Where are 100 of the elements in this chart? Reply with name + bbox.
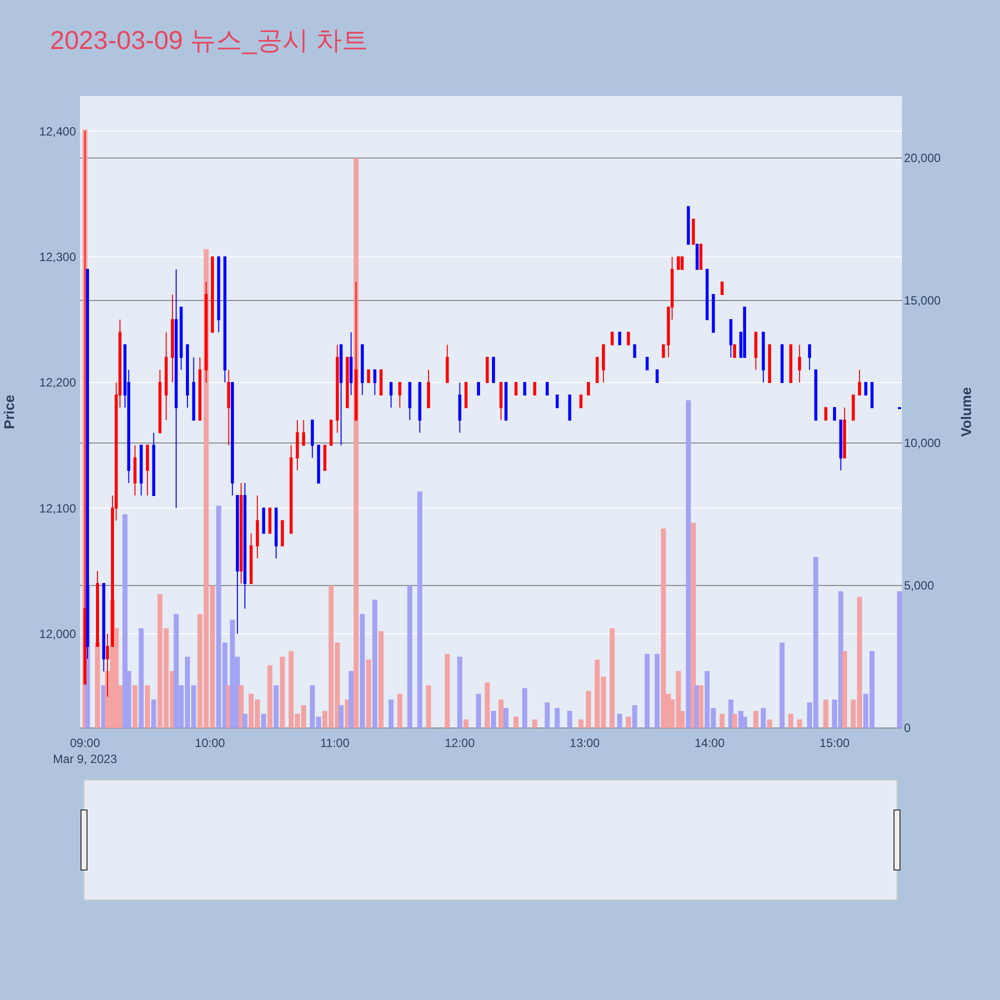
x-tick-label: 12:00 bbox=[444, 736, 476, 750]
candlestick bbox=[250, 532, 253, 584]
candlestick bbox=[499, 382, 502, 421]
bar bbox=[280, 656, 285, 728]
candlestick bbox=[586, 382, 590, 396]
bar bbox=[586, 690, 591, 728]
candlestick bbox=[602, 344, 605, 383]
candlestick bbox=[102, 583, 106, 672]
text: Mar 9, 2023 bbox=[52, 752, 118, 766]
bar bbox=[238, 685, 244, 728]
candlestick bbox=[780, 344, 784, 383]
candlestick bbox=[354, 281, 358, 421]
bar bbox=[388, 700, 394, 728]
bar bbox=[686, 400, 691, 728]
candlestick bbox=[336, 344, 339, 434]
candlestick bbox=[692, 218, 695, 245]
bar bbox=[732, 714, 738, 728]
candlestick bbox=[789, 344, 792, 383]
bar bbox=[464, 719, 469, 728]
candlestick bbox=[227, 369, 230, 446]
candlestick bbox=[418, 382, 422, 434]
bar bbox=[522, 688, 528, 728]
candlestick bbox=[858, 369, 862, 396]
candlestick bbox=[626, 332, 630, 346]
candlestick bbox=[458, 382, 462, 434]
bar bbox=[897, 591, 902, 728]
candlestick bbox=[230, 382, 234, 496]
bar bbox=[797, 719, 802, 728]
candlestick bbox=[390, 382, 393, 408]
candlestick bbox=[170, 294, 174, 383]
bar bbox=[94, 642, 100, 728]
bar bbox=[532, 719, 538, 728]
bar bbox=[242, 714, 248, 728]
candlestick bbox=[243, 482, 246, 610]
candlestick bbox=[346, 356, 349, 408]
candlestick bbox=[302, 420, 306, 446]
bar bbox=[476, 694, 482, 728]
bar bbox=[788, 714, 794, 728]
candlestick bbox=[164, 332, 168, 421]
candlestick bbox=[262, 508, 266, 534]
candlestick bbox=[864, 382, 868, 396]
candlestick bbox=[768, 344, 772, 383]
candlestick bbox=[514, 382, 518, 396]
y2-tick-label: 20,000 bbox=[904, 151, 942, 166]
candlestick bbox=[427, 369, 430, 408]
y-tick-label: 12,000 bbox=[39, 626, 76, 641]
bar bbox=[690, 522, 696, 728]
bar bbox=[122, 514, 128, 728]
candlestick bbox=[618, 332, 622, 346]
y2-tick-label: 10,000 bbox=[904, 436, 942, 450]
candlestick bbox=[180, 306, 183, 370]
candlestick bbox=[646, 356, 649, 370]
bar bbox=[132, 685, 138, 728]
candlestick bbox=[373, 369, 376, 396]
candlestick bbox=[323, 444, 326, 471]
candlestick bbox=[579, 394, 582, 408]
bar bbox=[138, 628, 144, 728]
bar bbox=[491, 710, 496, 728]
bar bbox=[407, 585, 412, 728]
bar bbox=[261, 714, 266, 728]
bar bbox=[760, 708, 766, 728]
bar bbox=[144, 685, 150, 728]
bar bbox=[503, 708, 508, 728]
candlestick bbox=[174, 268, 178, 509]
candlestick bbox=[696, 244, 699, 270]
bar bbox=[378, 631, 384, 728]
bar bbox=[617, 714, 622, 728]
y2-tick-label: 15,000 bbox=[904, 294, 942, 308]
candlestick bbox=[568, 394, 572, 421]
bar bbox=[457, 656, 462, 728]
candlestick bbox=[699, 244, 702, 270]
x-tick-label: 14:00 bbox=[694, 736, 725, 750]
bar bbox=[578, 719, 584, 728]
bar bbox=[274, 685, 279, 728]
candlestick bbox=[186, 344, 189, 408]
x-tick-label: 10:00 bbox=[194, 736, 226, 750]
candlestick bbox=[290, 444, 293, 534]
candlestick bbox=[504, 382, 508, 421]
y2-tick-label: 5,000 bbox=[904, 578, 934, 593]
y-axis-title: Price bbox=[1, 394, 17, 430]
x-tick-label: 11:00 bbox=[320, 736, 350, 750]
bar bbox=[397, 694, 402, 728]
candlestick bbox=[140, 444, 143, 496]
candlestick bbox=[676, 256, 680, 270]
candlestick bbox=[808, 344, 812, 370]
candlestick bbox=[798, 344, 802, 383]
candlestick bbox=[680, 256, 684, 270]
candlestick bbox=[446, 344, 449, 383]
x-tick-label: 09:00 bbox=[70, 736, 100, 750]
bar bbox=[654, 654, 660, 728]
candlestick bbox=[198, 356, 202, 421]
bar bbox=[426, 685, 432, 728]
bar bbox=[780, 642, 785, 728]
candlestick bbox=[720, 281, 724, 296]
candlestick bbox=[733, 344, 736, 358]
candlestick bbox=[712, 294, 715, 333]
candlestick bbox=[662, 344, 665, 358]
bar bbox=[632, 705, 638, 728]
y-tick-label: 12,200 bbox=[39, 376, 76, 390]
candlestick bbox=[814, 369, 818, 421]
